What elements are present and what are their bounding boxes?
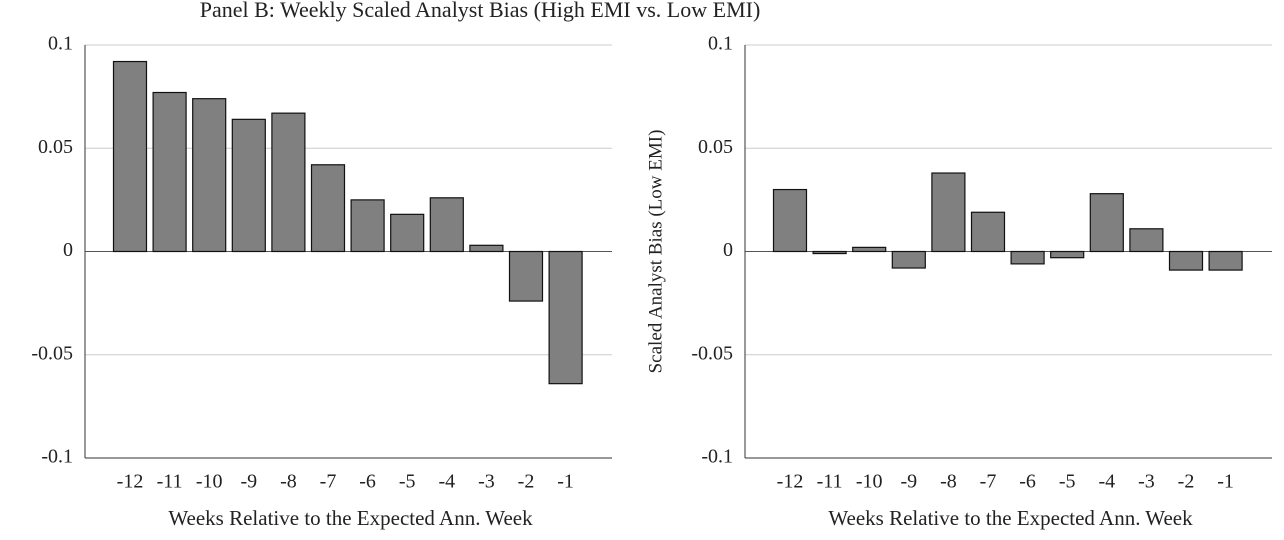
y-tick-label: 0.05 bbox=[38, 136, 73, 158]
bar bbox=[852, 246, 887, 253]
x-tick-label: -8 bbox=[940, 471, 957, 493]
x-tick-label: -7 bbox=[320, 471, 337, 493]
x-tick-label: -4 bbox=[1098, 471, 1115, 493]
x-tick-label: -3 bbox=[1138, 471, 1155, 493]
y-tick-label: 0.05 bbox=[698, 136, 733, 158]
x-tick-label: -5 bbox=[399, 471, 416, 493]
bar bbox=[390, 213, 425, 253]
x-tick-label: -2 bbox=[1178, 471, 1195, 493]
bar bbox=[1010, 250, 1045, 265]
bar bbox=[931, 172, 966, 253]
bar bbox=[1208, 250, 1243, 271]
x-tick-label: -6 bbox=[359, 471, 376, 493]
x-tick-label: -9 bbox=[240, 471, 257, 493]
bar bbox=[508, 250, 544, 302]
x-tick-label: -7 bbox=[980, 471, 997, 493]
x-tick-label: -11 bbox=[817, 471, 843, 493]
x-tick-label: -5 bbox=[1059, 471, 1076, 493]
x-tick-label: -4 bbox=[438, 471, 455, 493]
x-tick-label: -11 bbox=[157, 471, 183, 493]
y-tick-label: -0.1 bbox=[41, 446, 73, 468]
bar bbox=[429, 197, 464, 253]
y-tick-label: -0.05 bbox=[691, 342, 733, 364]
bar bbox=[1129, 228, 1164, 253]
bar bbox=[112, 60, 148, 253]
y-tick-label: 0.1 bbox=[48, 33, 73, 55]
x-tick-label: -12 bbox=[777, 471, 804, 493]
y-tick-label: 0 bbox=[63, 239, 73, 261]
bar bbox=[231, 118, 266, 253]
bar bbox=[469, 244, 504, 253]
y-tick-label: 0 bbox=[723, 239, 733, 261]
bar bbox=[1089, 193, 1124, 253]
y-tick-label: -0.05 bbox=[31, 342, 73, 364]
x-tick-label: -9 bbox=[900, 471, 917, 493]
x-axis-label: Weeks Relative to the Expected Ann. Week bbox=[828, 506, 1193, 530]
bar bbox=[548, 250, 583, 385]
bar bbox=[350, 199, 385, 253]
x-tick-label: -6 bbox=[1019, 471, 1036, 493]
bar bbox=[310, 164, 346, 253]
bar bbox=[772, 188, 808, 253]
x-tick-label: -2 bbox=[518, 471, 535, 493]
x-tick-label: -10 bbox=[856, 471, 883, 493]
x-axis-label: Weeks Relative to the Expected Ann. Week bbox=[168, 506, 533, 530]
x-tick-label: -8 bbox=[280, 471, 297, 493]
x-tick-label: -3 bbox=[478, 471, 495, 493]
bar bbox=[152, 91, 187, 253]
chart-title: Panel B: Weekly Scaled Analyst Bias (Hig… bbox=[200, 0, 761, 22]
bar bbox=[1050, 250, 1085, 259]
x-tick-label: -1 bbox=[1217, 471, 1234, 493]
x-tick-label: -12 bbox=[117, 471, 144, 493]
bar bbox=[970, 211, 1006, 253]
bar bbox=[271, 112, 306, 253]
bar bbox=[891, 250, 926, 269]
bar bbox=[192, 98, 227, 253]
bar bbox=[812, 250, 847, 255]
y-axis-label: Scaled Analyst Bias (Low EMI) bbox=[645, 130, 666, 374]
y-tick-label: -0.1 bbox=[701, 446, 733, 468]
x-tick-label: -1 bbox=[557, 471, 574, 493]
bar bbox=[1168, 250, 1204, 271]
y-tick-label: 0.1 bbox=[708, 33, 733, 55]
x-tick-label: -10 bbox=[196, 471, 223, 493]
